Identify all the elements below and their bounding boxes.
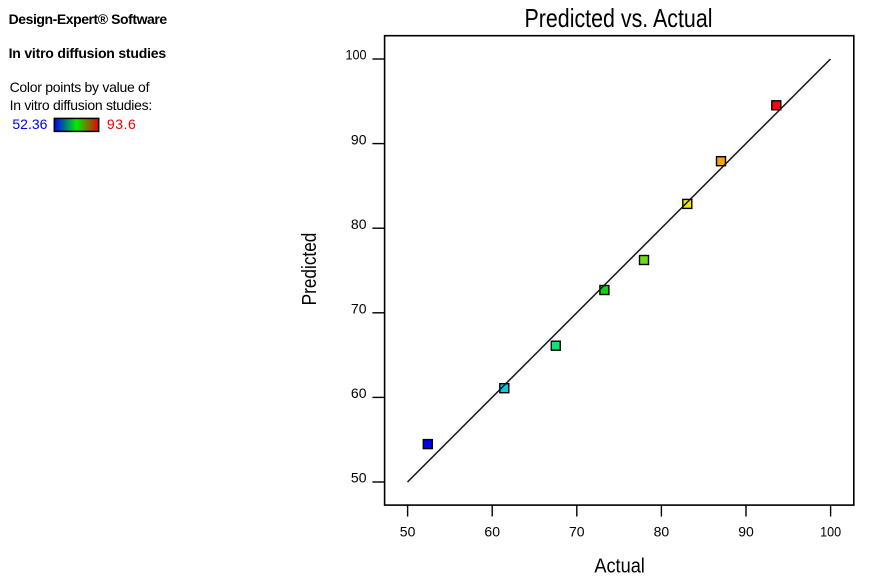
svg-text:100: 100 (820, 524, 841, 540)
svg-text:90: 90 (351, 131, 367, 147)
svg-text:60: 60 (484, 524, 500, 540)
svg-text:100: 100 (346, 47, 367, 63)
svg-text:90: 90 (738, 524, 754, 540)
svg-text:60: 60 (351, 385, 367, 401)
svg-text:Predicted vs. Actual: Predicted vs. Actual (525, 3, 713, 33)
svg-text:50: 50 (400, 524, 416, 540)
svg-text:70: 70 (569, 524, 585, 540)
svg-text:Actual: Actual (594, 555, 645, 577)
svg-text:80: 80 (351, 216, 367, 232)
svg-text:50: 50 (351, 470, 367, 486)
svg-text:80: 80 (654, 524, 670, 540)
svg-text:70: 70 (351, 301, 367, 317)
svg-text:Predicted: Predicted (299, 233, 321, 306)
